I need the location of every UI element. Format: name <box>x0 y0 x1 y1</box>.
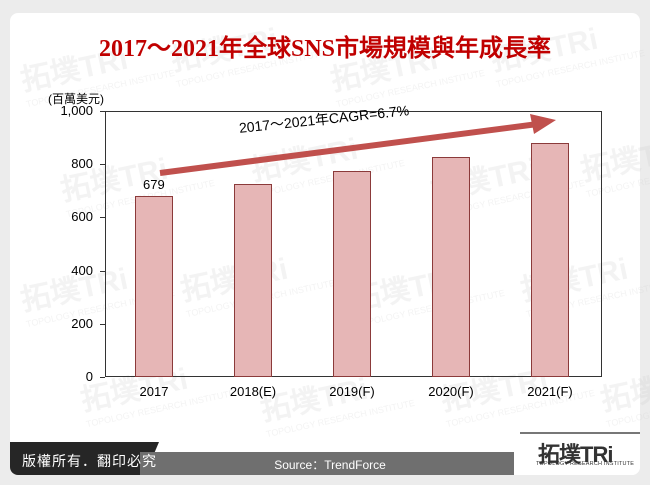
y-tick-mark <box>100 217 105 219</box>
y-tick-mark <box>100 164 105 166</box>
copyright-text: 版權所有．翻印必究 <box>22 453 157 469</box>
logo-divider <box>520 432 640 434</box>
chart-title: 2017～2021年全球SNS市場規模與年成長率 <box>98 36 552 62</box>
bar-2018(E) <box>234 184 272 377</box>
bar-2021(F) <box>531 142 569 377</box>
y-tick-label: 600 <box>71 209 93 225</box>
y-tick-label: 1,000 <box>60 103 93 118</box>
y-tick-label: 200 <box>71 315 93 331</box>
y-tick-mark <box>100 111 105 112</box>
tri-logo-subtext: TOPOLOGY RESEARCH INSTITUTE <box>536 461 635 467</box>
y-tick-mark <box>100 323 105 325</box>
x-tick-label: 2017 <box>139 384 169 399</box>
source-text: Source：TrendForce <box>274 458 386 472</box>
y-tick-label: 400 <box>71 262 93 278</box>
y-tick-mark <box>100 270 105 272</box>
bar-2017 <box>135 196 173 377</box>
tri-logo: 拓墣TRi <box>538 442 613 467</box>
y-tick-label: 0 <box>85 369 93 384</box>
x-tick-label: 2018(E) <box>229 384 277 399</box>
footer-source-band <box>140 452 520 475</box>
x-tick-label: 2019(F) <box>329 384 375 399</box>
x-tick-label: 2021(F) <box>527 384 573 399</box>
y-tick-mark <box>100 377 105 378</box>
bar-2020(F) <box>432 157 470 377</box>
y-axis-unit-label: (百萬美元) <box>48 92 104 106</box>
x-tick-label: 2020(F) <box>428 384 474 399</box>
logo-area <box>514 432 640 475</box>
y-tick-label: 800 <box>71 156 93 172</box>
bar-2019(F) <box>333 171 371 377</box>
data-label-2017: 679 <box>143 177 165 192</box>
